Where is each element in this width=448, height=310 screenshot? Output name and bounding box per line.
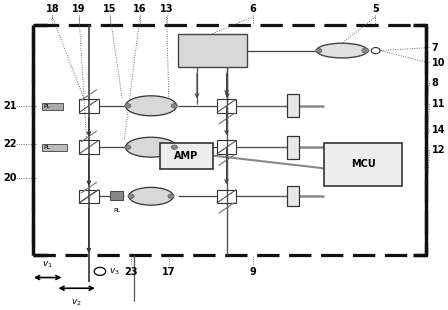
Bar	[217, 189, 237, 203]
Bar	[217, 99, 237, 113]
Text: 18: 18	[46, 4, 59, 14]
Text: 20: 20	[4, 173, 17, 183]
Text: $v_1$: $v_1$	[43, 259, 53, 270]
Text: 19: 19	[72, 4, 86, 14]
Circle shape	[371, 47, 380, 54]
Bar	[79, 140, 99, 154]
Bar	[160, 143, 213, 169]
Circle shape	[362, 48, 369, 53]
Text: PL: PL	[113, 208, 121, 213]
Text: 11: 11	[432, 99, 445, 109]
Text: 21: 21	[4, 101, 17, 111]
Text: PL: PL	[43, 104, 50, 109]
Bar	[217, 140, 237, 154]
Ellipse shape	[125, 137, 177, 157]
Ellipse shape	[125, 96, 177, 116]
Bar	[42, 103, 63, 110]
Circle shape	[125, 145, 131, 149]
Text: MCU: MCU	[351, 159, 375, 169]
Circle shape	[94, 268, 106, 275]
Text: 12: 12	[432, 145, 445, 155]
Circle shape	[316, 48, 322, 53]
Circle shape	[171, 104, 177, 108]
Text: 13: 13	[160, 4, 173, 14]
Ellipse shape	[129, 187, 173, 205]
Bar	[79, 189, 99, 203]
Text: 10: 10	[432, 58, 445, 68]
Text: 7: 7	[432, 42, 439, 52]
Text: 23: 23	[124, 267, 138, 277]
Text: $v_2$: $v_2$	[71, 298, 82, 308]
Text: 9: 9	[250, 267, 257, 277]
Circle shape	[168, 194, 174, 198]
Text: AMP: AMP	[174, 151, 199, 161]
Text: 15: 15	[103, 4, 117, 14]
Circle shape	[125, 104, 131, 108]
Text: 5: 5	[372, 4, 379, 14]
Bar	[33, 24, 426, 255]
Text: 6: 6	[250, 4, 257, 14]
Bar	[178, 34, 246, 68]
Circle shape	[128, 194, 134, 198]
Text: 8: 8	[432, 78, 439, 88]
Bar	[79, 99, 99, 113]
Bar	[110, 191, 124, 200]
Text: 22: 22	[4, 139, 17, 149]
Bar	[288, 186, 299, 206]
Circle shape	[171, 145, 177, 149]
Text: 16: 16	[133, 4, 146, 14]
Text: 17: 17	[162, 267, 176, 277]
Bar	[324, 143, 402, 185]
Text: $v_3$: $v_3$	[109, 266, 120, 277]
Text: PL: PL	[43, 145, 50, 150]
Bar	[42, 144, 67, 151]
Bar	[288, 94, 299, 117]
Text: 14: 14	[432, 125, 445, 135]
Bar	[288, 136, 299, 159]
Ellipse shape	[316, 43, 368, 58]
